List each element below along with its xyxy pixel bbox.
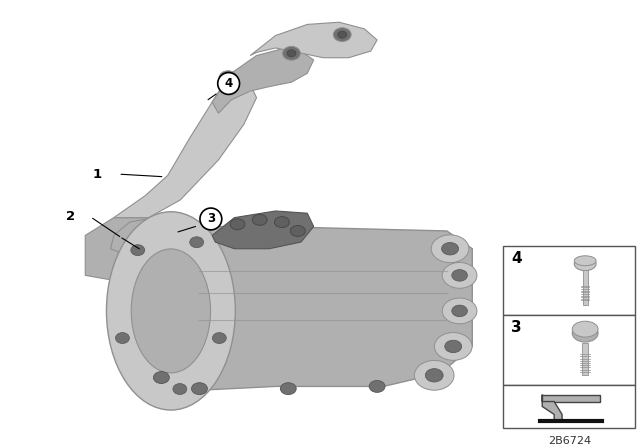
Text: 2B6724: 2B6724 bbox=[548, 436, 591, 446]
Ellipse shape bbox=[338, 31, 347, 38]
Ellipse shape bbox=[280, 383, 296, 395]
Polygon shape bbox=[212, 49, 314, 113]
Polygon shape bbox=[111, 218, 171, 255]
Ellipse shape bbox=[131, 249, 211, 373]
Ellipse shape bbox=[189, 237, 204, 248]
Ellipse shape bbox=[442, 298, 477, 324]
Ellipse shape bbox=[173, 383, 187, 395]
Ellipse shape bbox=[282, 46, 300, 60]
Ellipse shape bbox=[369, 380, 385, 392]
Ellipse shape bbox=[572, 324, 598, 342]
Polygon shape bbox=[212, 211, 314, 249]
Circle shape bbox=[200, 208, 222, 230]
Circle shape bbox=[218, 73, 239, 95]
Ellipse shape bbox=[154, 223, 175, 239]
Ellipse shape bbox=[452, 270, 467, 281]
Ellipse shape bbox=[574, 257, 596, 271]
Ellipse shape bbox=[445, 340, 461, 353]
Ellipse shape bbox=[212, 332, 227, 344]
Ellipse shape bbox=[291, 225, 305, 237]
Ellipse shape bbox=[131, 245, 145, 256]
Bar bbox=[504, 385, 636, 428]
Ellipse shape bbox=[414, 361, 454, 390]
Ellipse shape bbox=[435, 332, 472, 360]
Bar bbox=[582, 343, 588, 375]
Polygon shape bbox=[542, 395, 600, 401]
Ellipse shape bbox=[426, 369, 443, 382]
Ellipse shape bbox=[431, 235, 469, 263]
Polygon shape bbox=[114, 78, 257, 218]
Ellipse shape bbox=[572, 321, 598, 337]
Ellipse shape bbox=[191, 383, 207, 395]
Ellipse shape bbox=[252, 215, 267, 225]
Ellipse shape bbox=[333, 28, 351, 42]
Ellipse shape bbox=[159, 227, 170, 236]
Bar bbox=[504, 315, 636, 385]
Text: 3: 3 bbox=[511, 320, 522, 335]
Ellipse shape bbox=[219, 71, 237, 85]
Ellipse shape bbox=[452, 305, 467, 317]
Ellipse shape bbox=[106, 212, 236, 410]
Ellipse shape bbox=[230, 219, 245, 230]
Text: 3: 3 bbox=[207, 212, 215, 225]
Polygon shape bbox=[127, 227, 472, 391]
Text: 4: 4 bbox=[511, 251, 522, 266]
Ellipse shape bbox=[574, 256, 596, 266]
Ellipse shape bbox=[275, 217, 289, 228]
Ellipse shape bbox=[154, 371, 170, 383]
Text: 1: 1 bbox=[92, 168, 101, 181]
Ellipse shape bbox=[442, 242, 458, 255]
Ellipse shape bbox=[115, 332, 129, 344]
Bar bbox=[504, 246, 636, 315]
Text: 4: 4 bbox=[225, 77, 233, 90]
Polygon shape bbox=[85, 218, 180, 280]
Ellipse shape bbox=[442, 263, 477, 288]
Bar bbox=[582, 270, 588, 306]
Ellipse shape bbox=[287, 50, 296, 57]
Text: 2: 2 bbox=[66, 210, 75, 223]
Polygon shape bbox=[250, 22, 377, 58]
Polygon shape bbox=[542, 395, 562, 422]
Ellipse shape bbox=[223, 74, 232, 81]
